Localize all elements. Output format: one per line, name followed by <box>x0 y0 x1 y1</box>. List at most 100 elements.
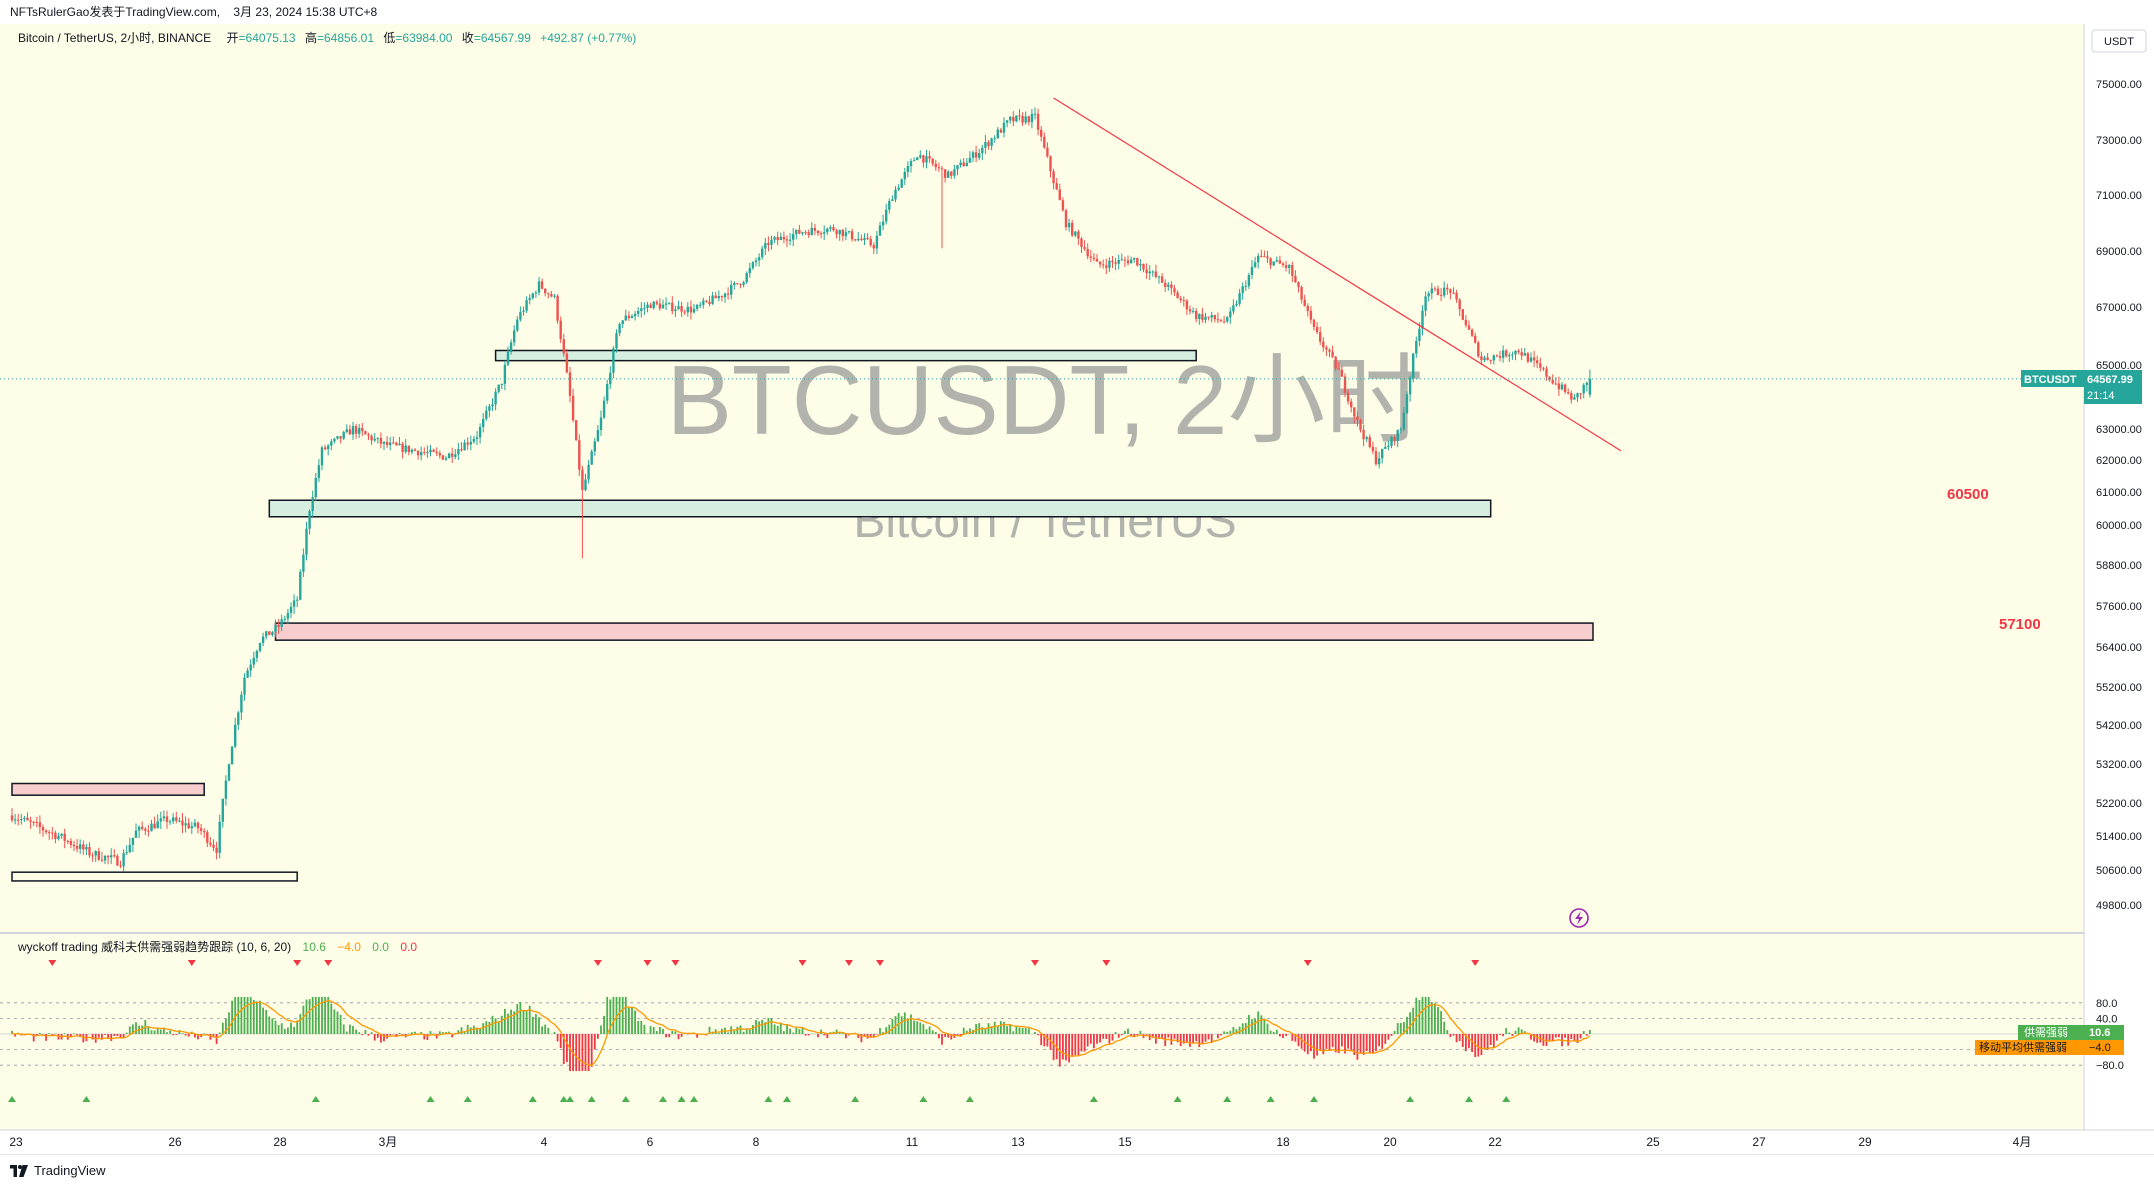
candle <box>906 161 910 178</box>
currency-button[interactable] <box>2091 29 2147 53</box>
candle-body <box>1402 412 1406 430</box>
candle-body <box>317 465 321 479</box>
candle <box>203 828 206 838</box>
level-label-60500: 60500 <box>1947 486 1989 503</box>
candle-body <box>578 440 581 470</box>
candle <box>1523 347 1526 356</box>
buy-signal-icon <box>1310 1096 1318 1102</box>
candle <box>528 294 531 305</box>
overlays[interactable] <box>0 97 2084 452</box>
candle <box>928 150 931 163</box>
candle-body <box>832 227 835 231</box>
candle-body <box>844 232 848 237</box>
candle <box>1207 316 1210 321</box>
candle-body <box>664 303 668 305</box>
candle-body <box>1542 367 1545 369</box>
buy-signal-icon <box>463 1096 472 1102</box>
candle <box>1009 115 1012 124</box>
candle-body <box>153 823 156 829</box>
candle-body <box>1492 355 1495 361</box>
candle-body <box>432 449 435 452</box>
time-tick-label: 6 <box>647 1135 654 1149</box>
candle-body <box>23 817 26 820</box>
candle <box>385 436 389 449</box>
candle <box>779 232 782 241</box>
chart-area[interactable]: BTCUSDT, 2小时 Bitcoin / TetherUS Bitcoin … <box>0 24 2154 1154</box>
candle-body <box>1579 393 1582 395</box>
candle-body <box>88 847 91 856</box>
candle <box>1480 351 1483 366</box>
candle <box>1508 352 1511 362</box>
candle <box>57 832 60 841</box>
candle-body <box>1288 265 1291 268</box>
zone-support <box>11 871 298 882</box>
candle-body <box>919 155 922 158</box>
candle-body <box>469 441 472 445</box>
candle-body <box>178 820 181 822</box>
chart-svg[interactable]: BTCUSDT, 2小时 Bitcoin / TetherUS Bitcoin … <box>0 24 2154 1154</box>
candle <box>1241 282 1244 300</box>
candle <box>590 449 593 465</box>
candle-body <box>506 352 510 365</box>
sell-signal-icon <box>1303 960 1312 966</box>
candle <box>63 828 66 849</box>
candle <box>1024 111 1027 125</box>
sell-signal-icon <box>1102 960 1111 966</box>
candle-body <box>767 243 770 245</box>
indicator-bars[interactable] <box>0 960 2084 1102</box>
candle-body <box>1198 314 1201 319</box>
candle <box>178 817 181 823</box>
candle-body <box>1390 437 1393 446</box>
candles[interactable] <box>10 107 1592 872</box>
buy-signal-icon <box>851 1096 860 1102</box>
time-tick-label: 15 <box>1118 1135 1132 1149</box>
candle <box>1458 297 1461 317</box>
candle-body <box>683 311 686 313</box>
candle <box>940 165 944 249</box>
buy-signal-icon <box>677 1096 686 1102</box>
candle-body <box>761 248 764 258</box>
current-price-tag: BTCUSDT 64567.99 21:14 <box>2021 370 2142 404</box>
candle <box>1309 306 1313 324</box>
candle-body <box>649 304 652 309</box>
candle-body <box>44 830 48 833</box>
price-axis-background[interactable] <box>2084 24 2154 1130</box>
price-tick-label: 50600.00 <box>2096 865 2142 877</box>
candle <box>1129 256 1133 264</box>
candle-body <box>630 316 634 318</box>
symbol-legend[interactable]: Bitcoin / TetherUS, 2小时, BINANCE 开=64075… <box>18 30 636 45</box>
currency-label[interactable]: USDT <box>2104 36 2134 48</box>
indicator-legend[interactable]: wyckoff trading 威科夫供需强弱趋势跟踪 (10, 6, 20) … <box>17 940 417 954</box>
candle-body <box>119 865 122 867</box>
candle-body <box>274 625 277 632</box>
candle-body <box>885 209 888 222</box>
candle <box>816 229 820 237</box>
sell-signal-icon <box>876 960 884 966</box>
time-axis-background[interactable] <box>0 1130 2154 1154</box>
candle-body <box>1573 397 1576 400</box>
buy-signal-icon <box>1502 1096 1511 1102</box>
sell-signal-icon <box>48 960 57 966</box>
candle-body <box>1408 377 1412 395</box>
candle <box>460 442 463 452</box>
candle <box>509 339 513 355</box>
zone-demand <box>494 349 1197 362</box>
candle <box>519 306 522 322</box>
candle-body <box>1464 319 1468 326</box>
candle-body <box>618 324 621 334</box>
candle <box>280 614 283 632</box>
candle-body <box>367 434 370 436</box>
candle <box>175 811 178 824</box>
candle <box>832 224 835 232</box>
candle-body <box>134 830 138 838</box>
candle <box>1055 177 1058 191</box>
candle-body <box>66 840 69 842</box>
price-tick-label: 56400.00 <box>2096 642 2142 654</box>
candle <box>593 437 596 456</box>
buy-signal-icon <box>1406 1096 1415 1102</box>
lightning-icon[interactable] <box>1569 908 1589 928</box>
candle-body <box>97 851 100 860</box>
legend-symbol: Bitcoin / TetherUS, 2小时, BINANCE <box>18 31 211 45</box>
candle <box>630 314 634 319</box>
candle <box>1167 282 1170 291</box>
